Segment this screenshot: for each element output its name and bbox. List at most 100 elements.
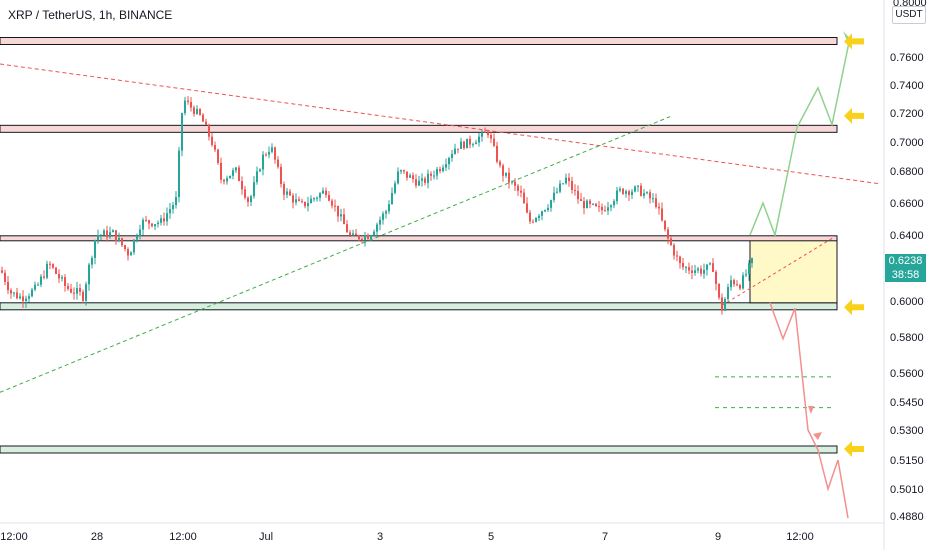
candle bbox=[382, 211, 384, 225]
candle bbox=[739, 283, 741, 291]
candle-body bbox=[58, 273, 60, 279]
candle-body bbox=[352, 233, 354, 236]
candle bbox=[571, 176, 573, 194]
candle bbox=[403, 169, 405, 174]
pointer-arrow-icon bbox=[844, 441, 864, 457]
candle-body bbox=[4, 272, 6, 282]
candle bbox=[253, 176, 255, 199]
candle-body bbox=[181, 113, 183, 151]
candle-body bbox=[676, 255, 678, 257]
y-tick-label: 0.5150 bbox=[890, 455, 924, 467]
candle-body bbox=[115, 230, 117, 242]
candle-body bbox=[358, 235, 360, 240]
candle bbox=[142, 217, 144, 236]
candle bbox=[562, 182, 564, 185]
candle-body bbox=[349, 232, 351, 236]
candle-body bbox=[241, 181, 243, 190]
unit-label[interactable]: USDT bbox=[892, 6, 926, 24]
candle-body bbox=[196, 109, 198, 114]
candle bbox=[274, 146, 276, 164]
candle-body bbox=[466, 138, 468, 149]
candle bbox=[187, 96, 189, 105]
candle bbox=[454, 143, 456, 155]
candle bbox=[640, 182, 642, 197]
candle-body bbox=[625, 191, 627, 194]
candle bbox=[601, 203, 603, 215]
candle bbox=[529, 209, 531, 224]
candle-body bbox=[187, 100, 189, 102]
candle-body bbox=[562, 183, 564, 185]
candle-body bbox=[550, 200, 552, 208]
candle-body bbox=[346, 224, 348, 233]
pointer-arrow-icon bbox=[844, 299, 864, 316]
candle-body bbox=[202, 114, 204, 122]
candle bbox=[376, 222, 378, 237]
candle-body bbox=[628, 191, 630, 195]
candle-body bbox=[91, 257, 93, 265]
candle-body bbox=[208, 124, 210, 137]
trendline-red bbox=[0, 63, 881, 185]
candle-body bbox=[571, 181, 573, 190]
trendline-green bbox=[0, 116, 671, 393]
candle-body bbox=[415, 179, 417, 186]
candle-body bbox=[610, 205, 612, 208]
candle bbox=[154, 223, 156, 231]
candle bbox=[487, 130, 489, 138]
candle-body bbox=[64, 277, 66, 287]
candle bbox=[112, 229, 114, 233]
candle-body bbox=[292, 195, 294, 203]
candle bbox=[355, 229, 357, 236]
candle-body bbox=[553, 192, 555, 201]
candle bbox=[514, 178, 516, 192]
candle-body bbox=[172, 205, 174, 210]
candle bbox=[391, 187, 393, 205]
candle bbox=[19, 293, 21, 300]
candle bbox=[127, 247, 129, 261]
candle bbox=[61, 274, 63, 282]
resistance-zone bbox=[0, 235, 838, 242]
candle-body bbox=[484, 131, 486, 133]
candle bbox=[100, 234, 102, 241]
candle bbox=[22, 290, 24, 309]
candle-body bbox=[490, 135, 492, 139]
candle-body bbox=[307, 203, 309, 207]
x-tick-label: 28 bbox=[91, 531, 103, 543]
candle-body bbox=[745, 274, 747, 276]
candle bbox=[244, 185, 246, 200]
candle-body bbox=[511, 181, 513, 183]
candle bbox=[493, 133, 495, 148]
y-tick-label: 0.6400 bbox=[890, 230, 924, 242]
candle bbox=[364, 232, 366, 247]
x-tick-label: 7 bbox=[602, 531, 608, 543]
countdown-value: 38:58 bbox=[891, 269, 920, 281]
candle bbox=[109, 226, 111, 239]
candle bbox=[4, 269, 6, 286]
candle bbox=[742, 272, 744, 290]
candle-body bbox=[322, 190, 324, 194]
candle bbox=[43, 270, 45, 280]
candle bbox=[718, 283, 720, 300]
candle bbox=[412, 172, 414, 183]
candle bbox=[367, 233, 369, 240]
y-tick-label: 0.7200 bbox=[890, 108, 924, 120]
candle-body bbox=[19, 296, 21, 299]
candle bbox=[52, 263, 54, 270]
candle bbox=[688, 262, 690, 275]
candle bbox=[436, 167, 438, 180]
candle-body bbox=[37, 284, 39, 286]
candle bbox=[325, 187, 327, 198]
candle bbox=[169, 202, 171, 219]
candle bbox=[643, 189, 645, 199]
candle bbox=[523, 188, 525, 204]
candle bbox=[685, 265, 687, 273]
candle-body bbox=[424, 178, 426, 183]
candle bbox=[415, 174, 417, 189]
candle bbox=[76, 281, 78, 300]
candle-body bbox=[622, 188, 624, 194]
candle bbox=[121, 237, 123, 247]
candle-body bbox=[694, 270, 696, 273]
candle-body bbox=[457, 148, 459, 150]
candle bbox=[124, 244, 126, 252]
candle-body bbox=[595, 203, 597, 207]
